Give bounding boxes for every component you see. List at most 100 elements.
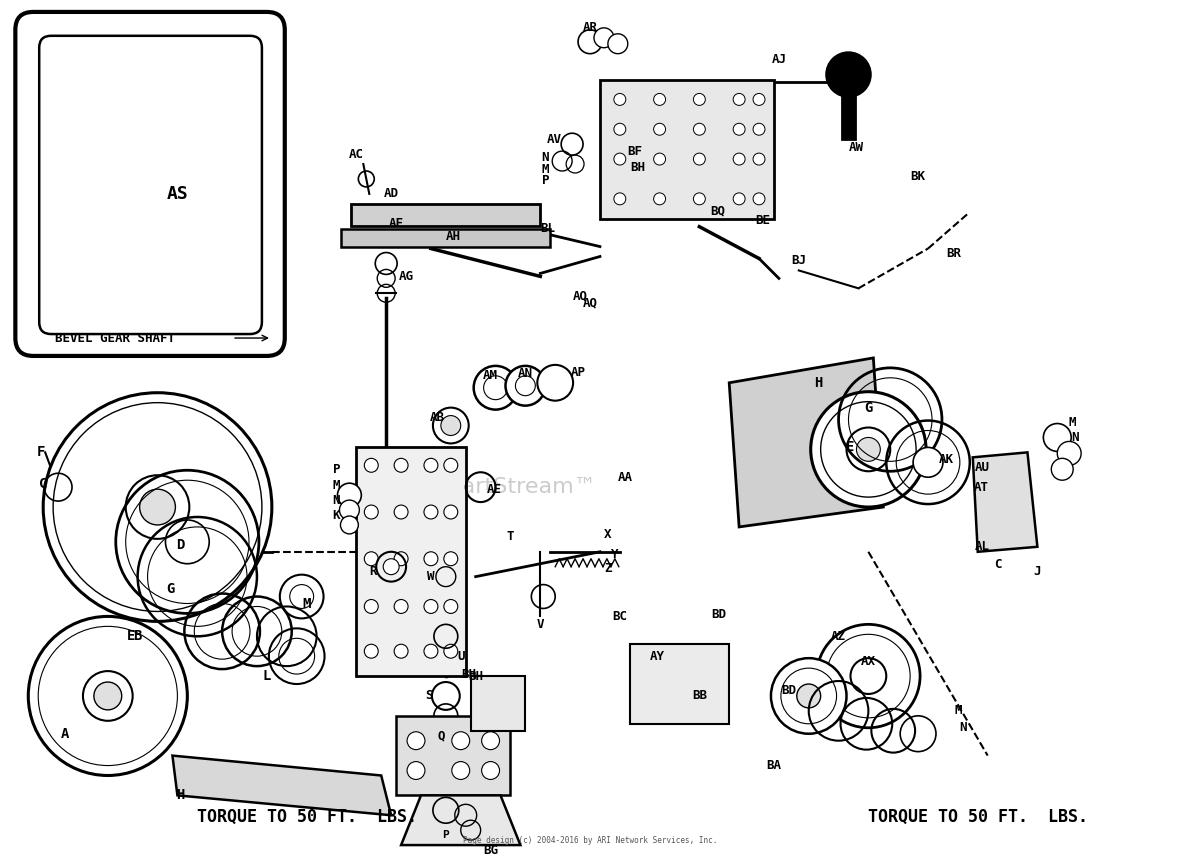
Circle shape <box>481 732 499 750</box>
Circle shape <box>424 644 438 658</box>
Circle shape <box>424 505 438 519</box>
Text: BH: BH <box>468 669 483 682</box>
Circle shape <box>811 392 926 507</box>
Circle shape <box>394 505 408 519</box>
Text: M: M <box>302 597 310 612</box>
Polygon shape <box>729 358 884 527</box>
Text: S: S <box>425 689 433 703</box>
Text: AA: AA <box>617 470 632 483</box>
Circle shape <box>753 153 765 165</box>
Text: H: H <box>814 375 822 390</box>
Text: BEVEL GEAR SHAFT: BEVEL GEAR SHAFT <box>55 332 175 345</box>
Text: M: M <box>542 163 549 176</box>
Text: P: P <box>333 463 340 476</box>
Circle shape <box>94 682 122 710</box>
Circle shape <box>733 123 745 135</box>
Circle shape <box>817 625 920 728</box>
Text: AE: AE <box>487 482 502 495</box>
Text: BR: BR <box>946 247 962 260</box>
Circle shape <box>337 483 361 507</box>
Text: Z: Z <box>604 562 611 575</box>
Text: N: N <box>959 722 966 734</box>
Circle shape <box>753 93 765 105</box>
Circle shape <box>473 366 517 410</box>
Text: AQ: AQ <box>572 290 588 303</box>
Text: AT: AT <box>975 481 989 494</box>
Text: R: R <box>369 565 378 578</box>
Text: AW: AW <box>848 141 864 153</box>
Bar <box>471 676 525 731</box>
Text: AN: AN <box>518 368 533 381</box>
Text: N: N <box>1071 431 1079 444</box>
Text: AY: AY <box>650 650 666 662</box>
Circle shape <box>913 447 943 477</box>
Circle shape <box>694 93 706 105</box>
Text: BD: BD <box>781 685 797 698</box>
Circle shape <box>394 458 408 472</box>
Bar <box>341 229 550 247</box>
Text: AP: AP <box>571 366 585 380</box>
Text: C: C <box>994 558 1002 572</box>
Polygon shape <box>401 795 520 845</box>
Polygon shape <box>396 716 511 795</box>
Circle shape <box>365 644 379 658</box>
Circle shape <box>444 552 458 566</box>
Text: BE: BE <box>755 214 771 227</box>
Polygon shape <box>172 756 391 815</box>
Text: M: M <box>955 704 962 717</box>
Text: N: N <box>333 494 340 506</box>
Text: X: X <box>604 529 611 542</box>
Text: B: B <box>133 629 142 644</box>
Circle shape <box>452 732 470 750</box>
Circle shape <box>394 600 408 614</box>
Circle shape <box>614 153 625 165</box>
Text: AC: AC <box>349 147 363 160</box>
Circle shape <box>365 552 379 566</box>
Text: Page design (c) 2004-2016 by ARI Network Services, Inc.: Page design (c) 2004-2016 by ARI Network… <box>463 836 717 845</box>
Text: G: G <box>166 582 175 596</box>
Text: AJ: AJ <box>772 53 786 66</box>
Circle shape <box>654 123 666 135</box>
Circle shape <box>28 616 188 776</box>
Circle shape <box>733 93 745 105</box>
Circle shape <box>139 489 176 525</box>
Circle shape <box>424 458 438 472</box>
Text: ARI PartStream™: ARI PartStream™ <box>405 477 596 497</box>
Circle shape <box>481 762 499 780</box>
Circle shape <box>505 366 545 405</box>
Text: AF: AF <box>388 217 404 231</box>
Circle shape <box>407 762 425 780</box>
Bar <box>841 75 855 139</box>
Polygon shape <box>972 452 1037 552</box>
Circle shape <box>444 505 458 519</box>
Bar <box>352 204 540 225</box>
Circle shape <box>578 30 602 54</box>
Text: AD: AD <box>384 188 399 201</box>
Circle shape <box>441 416 460 435</box>
Text: D: D <box>176 538 184 552</box>
Text: L: L <box>263 669 271 683</box>
Text: AV: AV <box>546 133 562 146</box>
Circle shape <box>694 193 706 205</box>
Text: BA: BA <box>767 759 781 772</box>
Text: G: G <box>864 400 872 415</box>
Text: Q: Q <box>437 729 445 742</box>
Circle shape <box>365 600 379 614</box>
Text: BK: BK <box>911 171 925 183</box>
Text: BL: BL <box>540 222 556 235</box>
Circle shape <box>654 93 666 105</box>
Circle shape <box>444 644 458 658</box>
Text: W: W <box>427 570 434 583</box>
Circle shape <box>857 437 880 461</box>
Bar <box>630 644 729 724</box>
Text: P: P <box>442 830 450 840</box>
Circle shape <box>654 153 666 165</box>
Circle shape <box>614 93 625 105</box>
Circle shape <box>1057 441 1081 465</box>
Circle shape <box>594 27 614 48</box>
Text: AB: AB <box>430 411 445 424</box>
Circle shape <box>407 732 425 750</box>
Text: H: H <box>176 788 184 802</box>
Text: C: C <box>39 477 47 491</box>
Text: AH: AH <box>445 231 460 243</box>
